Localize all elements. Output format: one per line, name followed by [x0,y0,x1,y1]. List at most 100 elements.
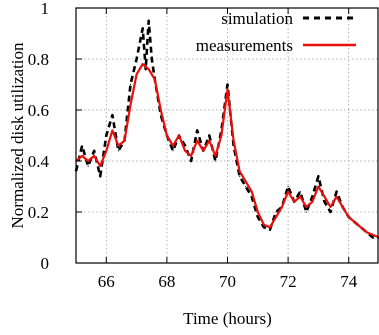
data-point-measurements [81,155,83,157]
data-point-measurements [342,206,344,208]
data-point-measurements [142,63,144,65]
data-point-simulation [372,236,374,239]
data-point-measurements [275,216,277,218]
x-tick-label: 68 [158,272,175,291]
data-point-simulation [190,160,192,162]
data-point-simulation [305,211,307,213]
data-point-simulation [214,160,216,162]
data-point-simulation [145,68,147,70]
data-point-measurements [354,221,356,223]
data-point-simulation [184,145,186,147]
y-tick-label: 0.8 [28,50,49,69]
data-point-simulation [136,58,138,60]
data-point-measurements [335,196,338,198]
data-point-measurements [287,191,289,193]
y-axis-title: Normalized disk utilization [8,42,27,229]
y-tick-label: 0 [41,254,50,273]
data-point-measurements [178,134,180,137]
data-point-simulation [317,175,319,177]
data-point-simulation [129,83,132,86]
legend: simulation measurements [196,9,356,55]
data-point-simulation [151,58,153,60]
data-point-measurements [329,206,332,208]
data-point-measurements [148,68,150,70]
data-point-measurements [214,155,216,157]
data-point-measurements [190,155,192,157]
data-point-measurements [154,78,156,80]
data-point-simulation [257,216,259,218]
data-point-measurements [245,180,247,182]
x-tick-label: 70 [219,272,236,291]
data-point-simulation [99,175,101,177]
data-point-measurements [160,109,162,111]
data-point-simulation [245,185,247,188]
data-point-measurements [281,206,283,208]
x-axis-title: Time (hours) [183,309,272,328]
data-point-simulation [196,129,198,131]
data-point-measurements [136,73,138,75]
data-point-measurements [257,211,259,213]
data-point-measurements [232,140,235,142]
data-point-simulation [335,191,338,193]
data-point-measurements [105,150,107,152]
data-point-measurements [220,134,223,137]
data-point-measurements [166,134,168,137]
data-point-simulation [142,27,144,29]
data-point-simulation [81,145,83,147]
data-point-simulation [269,229,271,231]
y-tick-label: 0.2 [28,203,49,222]
data-point-measurements [196,140,198,142]
data-point-simulation [263,226,265,228]
data-point-simulation [117,150,120,152]
data-point-simulation [226,83,229,86]
data-point-measurements [129,104,132,106]
data-point-measurements [263,224,265,226]
data-point-simulation [329,211,332,213]
data-point-measurements [311,201,313,203]
data-point-simulation [93,150,95,152]
x-tick-label: 66 [98,272,115,291]
series-line-simulation [74,19,379,239]
data-point-measurements [202,150,204,152]
data-point-simulation [208,134,210,137]
data-point-measurements [323,196,326,198]
data-point-simulation [239,175,241,177]
data-point-measurements [226,89,229,91]
data-point-measurements [93,155,95,157]
data-point-measurements [184,150,186,152]
data-point-simulation [111,114,113,116]
legend-label-measurements: measurements [196,36,293,55]
x-tick-label: 72 [280,272,297,291]
x-tick-label: 74 [340,272,358,291]
data-point-simulation [105,134,107,137]
y-tick-label: 0.4 [28,152,50,171]
data-point-measurements [99,165,101,167]
data-point-simulation [287,185,289,188]
data-point-measurements [117,145,120,147]
data-point-simulation [311,196,313,198]
data-point-measurements [317,185,319,188]
legend-label-simulation: simulation [221,9,293,28]
data-point-simulation [87,165,89,167]
data-point-measurements [251,191,253,193]
data-point-measurements [299,196,301,198]
data-point-simulation [299,191,301,193]
data-point-measurements [239,170,241,172]
data-point-simulation [323,201,326,203]
data-point-measurements [348,216,350,218]
axis-ticks: 66 68 70 72 74 0 0.2 0.4 0.6 0.8 1 [28,0,358,291]
data-point-measurements [372,234,374,236]
data-point-measurements [269,226,271,228]
data-point-measurements [172,145,174,147]
data-point-simulation [148,20,150,22]
data-point-measurements [366,231,368,233]
y-tick-label: 1 [41,0,50,18]
data-point-measurements [87,160,89,162]
data-point-measurements [305,206,307,208]
y-tick-label: 0.6 [28,101,49,120]
data-point-measurements [111,129,113,131]
data-point-simulation [172,150,174,152]
data-point-measurements [360,226,362,228]
data-point-measurements [123,140,126,142]
